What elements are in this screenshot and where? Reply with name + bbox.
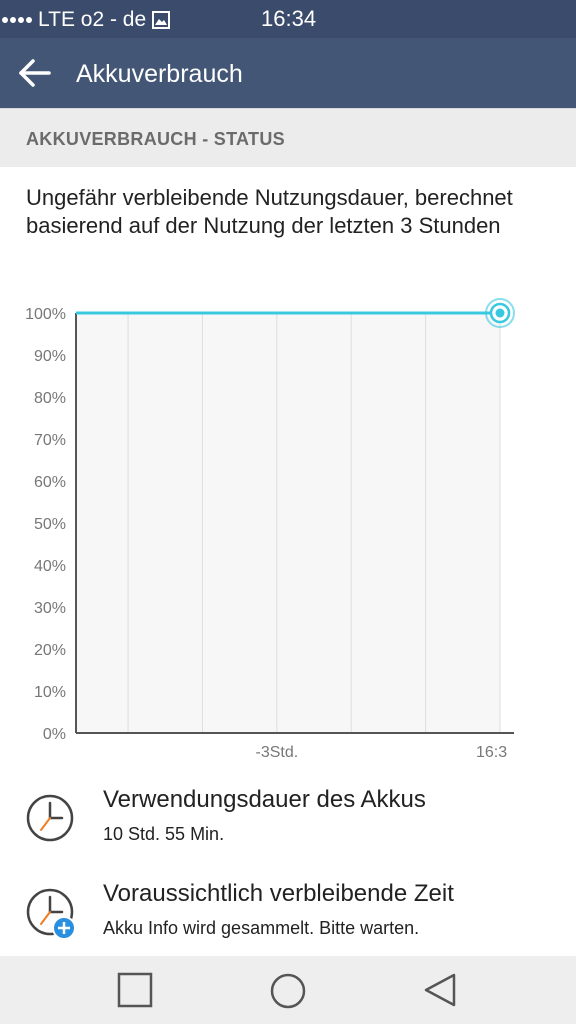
current-point-dot [495,308,505,318]
circle-icon[interactable] [269,972,306,1009]
clock-icon [26,794,76,844]
usage-value: 10 Std. 55 Min. [103,824,225,844]
usage-row[interactable]: Verwendungsdauer des Akkus 10 Std. 55 Mi… [0,786,576,866]
y-tick-label: 60% [34,474,66,491]
status-bar: LTE o2 - de 16:34 [0,0,576,38]
clock-plus-icon [26,888,76,940]
x-tick-label: 16:3 [476,744,507,761]
remaining-title: Voraussichtlich verbleibende Zeit [103,880,454,907]
current-point-ring [485,298,515,328]
arrow-left-icon[interactable] [18,58,52,88]
y-tick-label: 100% [25,306,66,323]
signal-icon [2,17,32,23]
triangle-back-icon[interactable] [422,972,458,1008]
plot-area [76,313,500,733]
y-tick-label: 10% [34,684,66,701]
remaining-row[interactable]: Voraussichtlich verbleibende Zeit Akku I… [0,880,576,960]
image-notification-icon [152,11,171,29]
y-tick-label: 80% [34,390,66,407]
y-tick-label: 90% [34,348,66,365]
page-title: Akkuverbrauch [76,60,243,88]
square-icon[interactable] [117,972,153,1008]
remaining-value: Akku Info wird gesammelt. Bitte warten. [103,918,420,938]
section-header-label: AKKUVERBRAUCH - STATUS [26,129,285,149]
description-text: Ungefähr verbleibende Nutzungsdauer, ber… [26,185,513,238]
y-tick-label: 70% [34,432,66,449]
status-left: LTE o2 - de [2,8,171,32]
y-tick-label: 30% [34,600,66,617]
x-tick-label: -3Std. [255,744,298,761]
navigation-bar [0,956,576,1024]
usage-title: Verwendungsdauer des Akkus [103,786,426,813]
y-tick-label: 0% [43,726,66,743]
battery-chart: 100% 90% 80% 70% 60% 50% 40% 30% 20% 10% 0% -3Std. 1… [0,290,576,770]
y-tick-label: 40% [34,558,66,575]
y-tick-label: 20% [34,642,66,659]
status-time: 16:34 [261,6,317,31]
section-header: AKKUVERBRAUCH - STATUS [0,108,576,167]
carrier-label: LTE o2 - de [38,8,147,31]
app-bar: Akkuverbrauch [0,38,576,108]
y-tick-label: 50% [34,516,66,533]
battery-chart-svg: 100% 90% 80% 70% 60% 50% 40% 30% 20% 10% 0% -3Std. 1… [25,298,515,761]
